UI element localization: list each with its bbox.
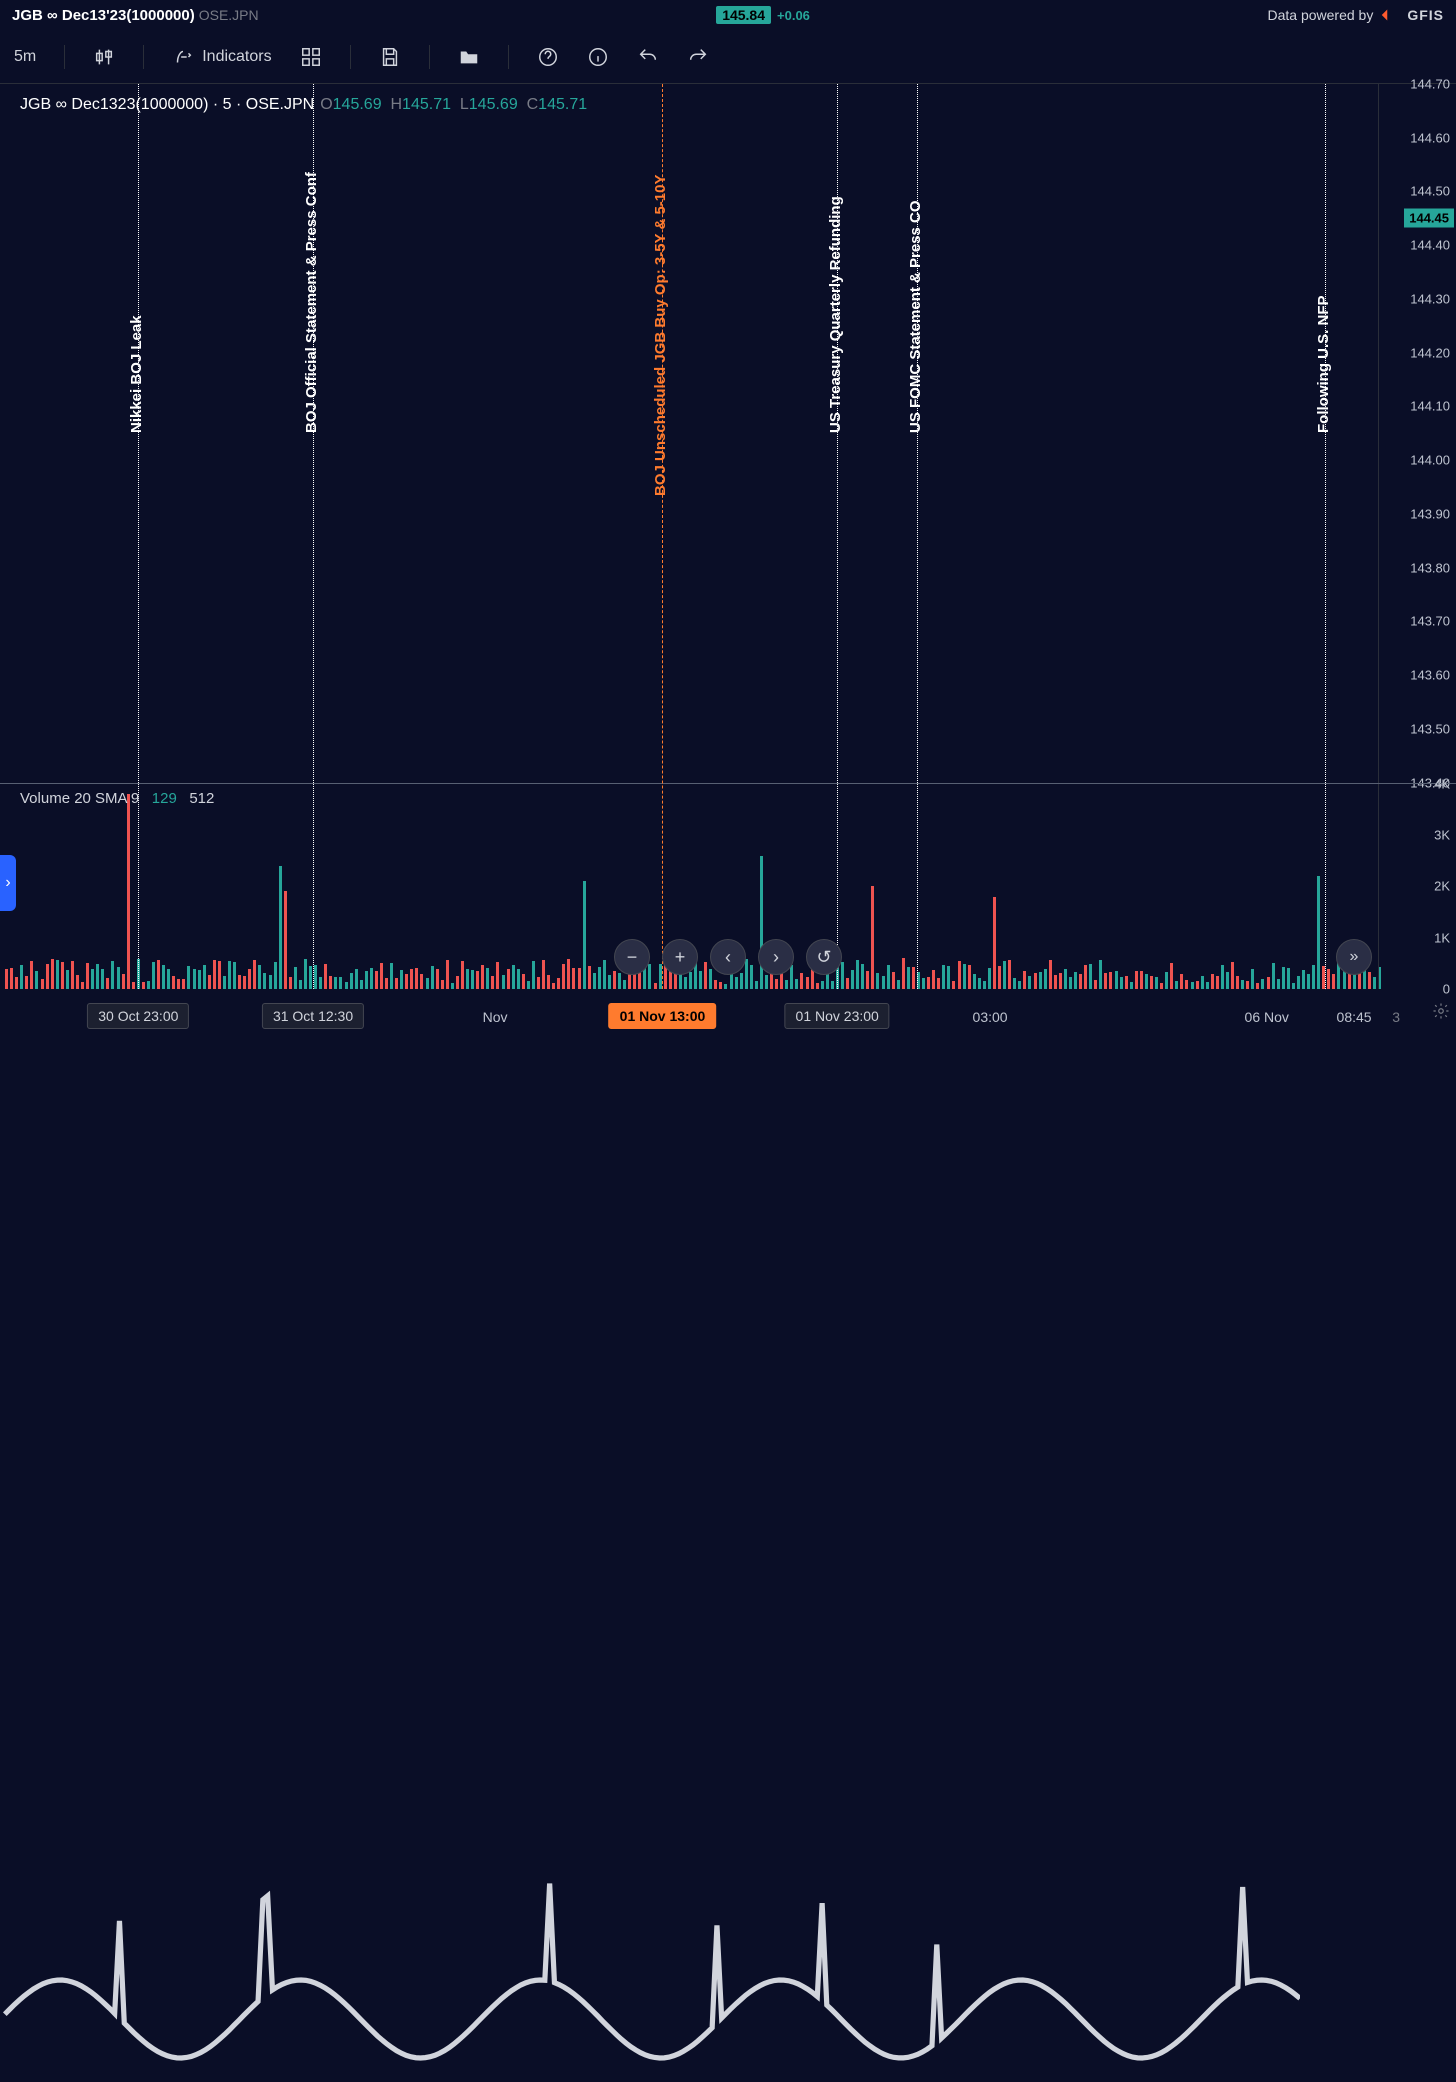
indicators-button[interactable]: Indicators [172, 46, 271, 68]
separator [143, 45, 144, 69]
chart-nav-controls: − + ‹ › ↺ [614, 939, 842, 975]
volume-legend: Volume 20 SMA 9 129 512 [20, 790, 214, 807]
provider-logo-text: GFIS [1407, 7, 1444, 23]
scroll-right-button[interactable]: › [758, 939, 794, 975]
symbol-exchange: OSE.JPN [199, 7, 259, 23]
time-axis-box[interactable]: 01 Nov 13:00 [609, 1003, 717, 1029]
redo-icon [687, 46, 709, 68]
grid-icon [300, 46, 322, 68]
last-price: 145.84 [716, 6, 771, 24]
legend-ohlc: O145.69 H145.71 L145.69 C145.71 [320, 96, 587, 114]
info-button[interactable] [587, 46, 609, 68]
info-icon [587, 46, 609, 68]
scroll-left-button[interactable]: ‹ [710, 939, 746, 975]
folder-button[interactable] [458, 46, 480, 68]
symbol-ticker[interactable]: JGB ∞ Dec13'23(1000000) [12, 7, 195, 24]
candlestick-icon [93, 46, 115, 68]
indicators-label: Indicators [202, 48, 271, 66]
help-icon [537, 46, 559, 68]
price-pane[interactable]: 143.40143.50143.60143.70143.80143.90144.… [0, 84, 1456, 783]
layout-button[interactable] [300, 46, 322, 68]
gear-icon [1432, 1002, 1450, 1020]
candles-layer [0, 84, 1378, 783]
app-header: JGB ∞ Dec13'23(1000000) OSE.JPN 145.84 +… [0, 0, 1456, 30]
zoom-in-button[interactable]: + [662, 939, 698, 975]
price-change: +0.06 [777, 8, 810, 23]
timeframe-selector[interactable]: 5m [14, 48, 36, 66]
time-axis-box[interactable]: 01 Nov 23:00 [785, 1003, 890, 1029]
chart-legend: JGB ∞ Dec1323(1000000) · 5 · OSE.JPN O14… [20, 96, 587, 114]
provider-logo-icon [1379, 4, 1401, 26]
separator [508, 45, 509, 69]
save-button[interactable] [379, 46, 401, 68]
undo-button[interactable] [637, 46, 659, 68]
legend-symbol: JGB ∞ Dec1323(1000000) · 5 · OSE.JPN [20, 96, 314, 114]
chart-area[interactable]: JGB ∞ Dec1323(1000000) · 5 · OSE.JPN O14… [0, 84, 1456, 1041]
powered-by-label: Data powered by [1267, 7, 1373, 23]
side-panel-tab[interactable]: › [0, 855, 16, 911]
separator [64, 45, 65, 69]
bar-count-label: 3 [1392, 1009, 1400, 1025]
candle-type-button[interactable] [93, 46, 115, 68]
chart-settings-button[interactable] [1432, 1002, 1450, 1025]
scroll-end-button[interactable]: » [1336, 939, 1372, 975]
timeframe-label: 5m [14, 48, 36, 66]
redo-button[interactable] [687, 46, 709, 68]
help-button[interactable] [537, 46, 559, 68]
time-axis[interactable]: 30 Oct 23:00 31 Oct 12:30 01 Nov 13:00 01 N… [0, 989, 1456, 1041]
save-icon [379, 46, 401, 68]
time-axis-box[interactable]: 30 Oct 23:00 [87, 1003, 189, 1029]
reset-button[interactable]: ↺ [806, 939, 842, 975]
chart-toolbar: 5m Indicators [0, 30, 1456, 84]
zoom-out-button[interactable]: − [614, 939, 650, 975]
folder-icon [458, 46, 480, 68]
time-axis-box[interactable]: 31 Oct 12:30 [262, 1003, 364, 1029]
fx-icon [172, 46, 194, 68]
separator [429, 45, 430, 69]
undo-icon [637, 46, 659, 68]
time-axis-month: Nov [483, 1009, 508, 1025]
price-y-axis[interactable]: 143.40143.50143.60143.70143.80143.90144.… [1378, 84, 1456, 783]
separator [350, 45, 351, 69]
volume-y-axis[interactable]: 01K2K3K4K [1378, 784, 1456, 989]
